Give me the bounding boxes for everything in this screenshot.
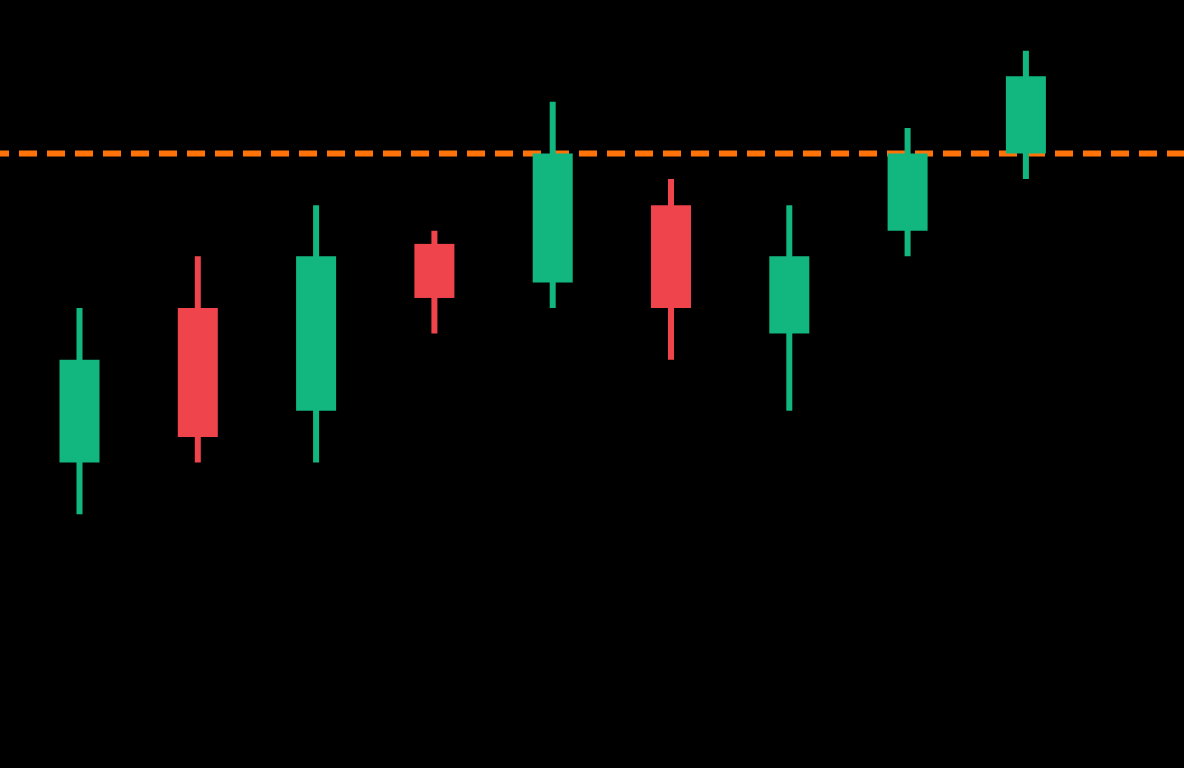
candle-body (177, 308, 218, 438)
candle-body (414, 243, 455, 298)
candle-body (1005, 76, 1046, 154)
candle-body (887, 153, 928, 231)
candle-body (532, 153, 573, 283)
candle-body (59, 359, 100, 463)
candle-body (651, 205, 691, 308)
candle-body (296, 256, 337, 411)
candle-body (769, 256, 810, 334)
